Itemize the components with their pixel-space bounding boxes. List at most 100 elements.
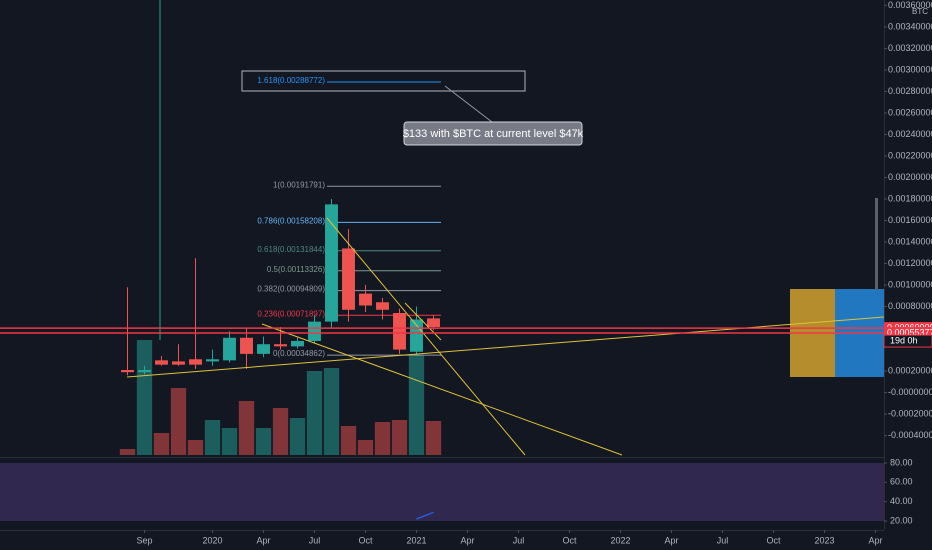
candle-body (155, 360, 168, 365)
candle-body (410, 319, 423, 352)
x-tick-label: Jul (513, 535, 525, 545)
volume-bar (425, 421, 442, 455)
x-tick-label: Jul (717, 535, 729, 545)
y-tick-label: 0.00220000 (888, 150, 932, 160)
trend-line (261, 323, 623, 456)
candle-body (427, 318, 440, 327)
x-tick-label: 2022 (610, 535, 630, 545)
x-tick-label: Sep (136, 535, 152, 545)
y-tick-label: 0.00020000 (888, 365, 932, 375)
x-tick-label: 2023 (814, 535, 834, 545)
candle-body (189, 359, 202, 365)
y-tick-label: 0.00300000 (888, 64, 932, 74)
volume-bar (238, 401, 255, 455)
y-tick-label: 0.00260000 (888, 107, 932, 117)
candle-body (223, 337, 236, 361)
fib-label: 0.5(0.00113326) (267, 265, 325, 274)
fib-label: 0.236(0.00071897) (257, 309, 325, 318)
plot-layer: 1.618(0.00288772) 1(0.00191791) 0.786(0.00… (119, 76, 442, 520)
callout-pointer (444, 85, 493, 123)
candle-body (359, 293, 372, 306)
trend-lines (126, 217, 885, 456)
y-tick-label: 0.00280000 (888, 86, 932, 96)
x-tick-label: Jul (309, 535, 321, 545)
volume-bar (289, 418, 306, 455)
rsi-band (0, 463, 884, 521)
x-tick-label: Oct (562, 535, 577, 545)
volume-bar (187, 440, 204, 455)
candle-body (376, 302, 389, 310)
volume-bar (306, 371, 323, 455)
x-tick-label: 2020 (202, 535, 222, 545)
fib-label: 0(0.00034862) (273, 349, 325, 358)
x-tick-label: Apr (868, 535, 882, 545)
candle-body (240, 337, 253, 354)
y-tick-label: 20.00 (890, 515, 913, 525)
volume-bar (340, 426, 357, 455)
countdown: 19d 0h (890, 335, 918, 345)
volume-bar (119, 449, 136, 455)
candle-body (325, 204, 338, 322)
volume-bar (170, 388, 187, 455)
price-label: 0.00055377 (887, 327, 932, 337)
y-tick-label: 0.00100000 (888, 279, 932, 289)
fib-label: 1(0.00191791) (273, 180, 325, 189)
x-tick-label: 2021 (406, 535, 426, 545)
volume-bar (357, 440, 374, 455)
volume-bar (323, 368, 340, 455)
fib-label: 0.618(0.00131844) (257, 245, 325, 254)
rsi-line (416, 511, 434, 520)
candle-body (393, 313, 406, 350)
volume-bar (204, 420, 221, 455)
candle-body (206, 359, 219, 362)
volume-bar (221, 428, 238, 455)
y-tick-label: 0.00160000 (888, 215, 932, 225)
fib-label: 0.786(0.00158208) (257, 217, 325, 226)
y-tick-label: 0.00200000 (888, 172, 932, 182)
y-tick-label: 0.00340000 (888, 21, 932, 31)
x-tick-label: Oct (766, 535, 781, 545)
unit-label: BTC (912, 7, 928, 16)
trend-line (326, 217, 526, 456)
fib-label: 1.618(0.00288772) (257, 76, 325, 85)
volume-bar (255, 428, 272, 455)
x-tick-label: Apr (256, 535, 270, 545)
callout-text: $133 with $BTC at current level $47k (403, 128, 584, 140)
candle-body (121, 370, 134, 373)
y-tick-label: -0.00040000 (888, 430, 932, 440)
volume-bar (136, 340, 153, 455)
y-tick-label: 0.00360000 (888, 0, 932, 10)
y-tick-label: 0.00120000 (888, 258, 932, 268)
volume-bar (272, 408, 289, 455)
x-tick-label: Oct (358, 535, 373, 545)
candle-body (138, 370, 151, 373)
y-tick-label: 0.00240000 (888, 129, 932, 139)
y-tick-label: -0.00000000 (888, 387, 932, 397)
y-tick-label: 0.00180000 (888, 193, 932, 203)
y-tick-label: 80.00 (890, 457, 913, 467)
y-tick-label: 0.00140000 (888, 236, 932, 246)
countdown-box (883, 334, 932, 348)
candle-body (342, 248, 355, 310)
fib-label: 0.382(0.00094809) (257, 285, 325, 294)
callout-box (403, 121, 583, 146)
candle-body (291, 340, 304, 347)
fib-box (241, 70, 526, 92)
y-tick-label: -0.00020000 (888, 409, 932, 419)
candle-body (274, 344, 287, 347)
y-tick-label: 0.00080000 (888, 301, 932, 311)
y-tick-label: 60.00 (890, 477, 913, 487)
volume-bar (391, 420, 408, 455)
x-tick-label: Apr (664, 535, 678, 545)
y-tick-label: 40.00 (890, 496, 913, 506)
candle-body (172, 361, 185, 365)
candle-body (257, 344, 270, 354)
trend-line (126, 316, 885, 378)
y-tick-label: 0.00320000 (888, 43, 932, 53)
bar-drawing (875, 198, 878, 290)
candle-body (308, 321, 321, 341)
x-tick-label: Apr (460, 535, 474, 545)
volume-bar (374, 422, 391, 455)
